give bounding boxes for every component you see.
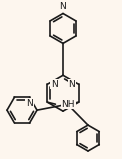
Text: N: N (51, 80, 58, 89)
Text: N: N (26, 99, 33, 108)
Text: N: N (68, 80, 75, 89)
Text: NH: NH (61, 100, 75, 109)
Text: N: N (60, 3, 66, 11)
